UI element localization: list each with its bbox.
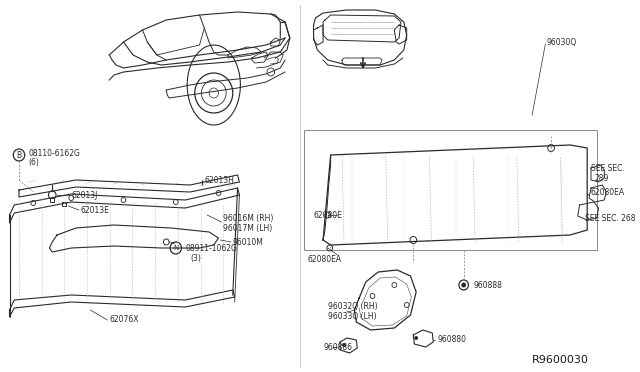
Text: 96030Q: 96030Q [547, 38, 577, 46]
Text: 62013J: 62013J [71, 190, 98, 199]
Text: 960886: 960886 [323, 343, 352, 353]
Text: R9600030: R9600030 [532, 355, 589, 365]
Text: 289: 289 [595, 173, 609, 183]
Text: 08110-6162G: 08110-6162G [29, 148, 81, 157]
Bar [304, 130, 596, 250]
Circle shape [404, 302, 409, 308]
Text: (6): (6) [29, 157, 40, 167]
Text: 96016M (RH): 96016M (RH) [223, 214, 274, 222]
Text: SEE SEC. 268: SEE SEC. 268 [586, 214, 636, 222]
Circle shape [370, 294, 375, 298]
Text: 62076X: 62076X [109, 315, 139, 324]
Text: (3): (3) [190, 253, 201, 263]
Circle shape [414, 336, 418, 340]
Circle shape [121, 198, 126, 202]
Circle shape [392, 282, 397, 288]
Circle shape [69, 196, 74, 201]
Text: 62080EA: 62080EA [308, 256, 342, 264]
Text: B: B [17, 151, 22, 160]
Text: 960888: 960888 [473, 280, 502, 289]
Circle shape [163, 239, 169, 245]
Bar [51, 198, 54, 202]
Text: 08911-1062G: 08911-1062G [186, 244, 237, 253]
Text: N: N [173, 245, 179, 251]
Text: 96017M (LH): 96017M (LH) [223, 224, 273, 232]
Text: SEE SEC.: SEE SEC. [591, 164, 625, 173]
Text: 62080E: 62080E [314, 211, 342, 219]
Circle shape [31, 201, 36, 205]
Text: 62013H: 62013H [204, 176, 234, 185]
Circle shape [410, 237, 417, 244]
Text: 62080EA: 62080EA [591, 187, 625, 196]
Circle shape [548, 144, 554, 151]
Circle shape [327, 245, 333, 251]
Circle shape [173, 199, 178, 205]
Bar [62, 202, 65, 206]
Circle shape [461, 282, 466, 288]
Text: 96032Q (RH): 96032Q (RH) [328, 302, 378, 311]
Text: 96010M: 96010M [233, 237, 264, 247]
Circle shape [216, 190, 221, 196]
Text: 96033Q (LH): 96033Q (LH) [328, 312, 376, 321]
Text: 960880: 960880 [437, 336, 466, 344]
Circle shape [325, 212, 331, 218]
Text: 62013E: 62013E [81, 205, 109, 215]
Circle shape [342, 343, 346, 347]
